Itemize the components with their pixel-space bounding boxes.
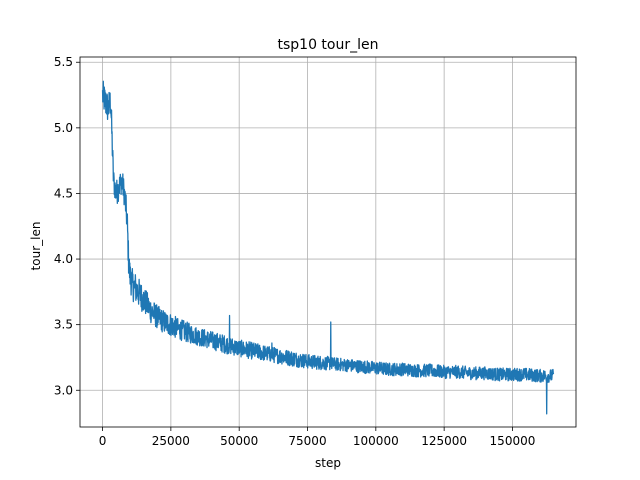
x-axis-ticks: 0 25000 50000 75000 100000 125000 150000 bbox=[99, 427, 536, 448]
y-tick-label: 4.5 bbox=[54, 186, 73, 200]
x-tick-label: 50000 bbox=[220, 434, 258, 448]
x-tick-label: 75000 bbox=[288, 434, 326, 448]
y-tick-label: 3.5 bbox=[54, 318, 73, 332]
x-tick-label: 125000 bbox=[421, 434, 467, 448]
chart-title: tsp10 tour_len bbox=[278, 37, 379, 53]
x-tick-label: 25000 bbox=[152, 434, 190, 448]
y-tick-label: 4.0 bbox=[54, 252, 73, 266]
axes-frame bbox=[79, 56, 577, 428]
x-tick-label: 150000 bbox=[490, 434, 536, 448]
series-layer bbox=[101, 80, 555, 415]
y-tick-label: 5.5 bbox=[54, 55, 73, 69]
grid bbox=[80, 57, 576, 427]
x-axis-label: step bbox=[315, 456, 341, 470]
y-tick-label: 5.0 bbox=[54, 121, 73, 135]
axes-border bbox=[79, 56, 577, 428]
x-tick-label: 0 bbox=[99, 434, 107, 448]
x-tick-label: 100000 bbox=[353, 434, 399, 448]
series-line bbox=[101, 80, 555, 415]
y-axis-label: tour_len bbox=[29, 222, 43, 271]
y-axis-ticks: 3.0 3.5 4.0 4.5 5.0 5.5 bbox=[54, 55, 80, 397]
y-tick-label: 3.0 bbox=[54, 383, 73, 397]
